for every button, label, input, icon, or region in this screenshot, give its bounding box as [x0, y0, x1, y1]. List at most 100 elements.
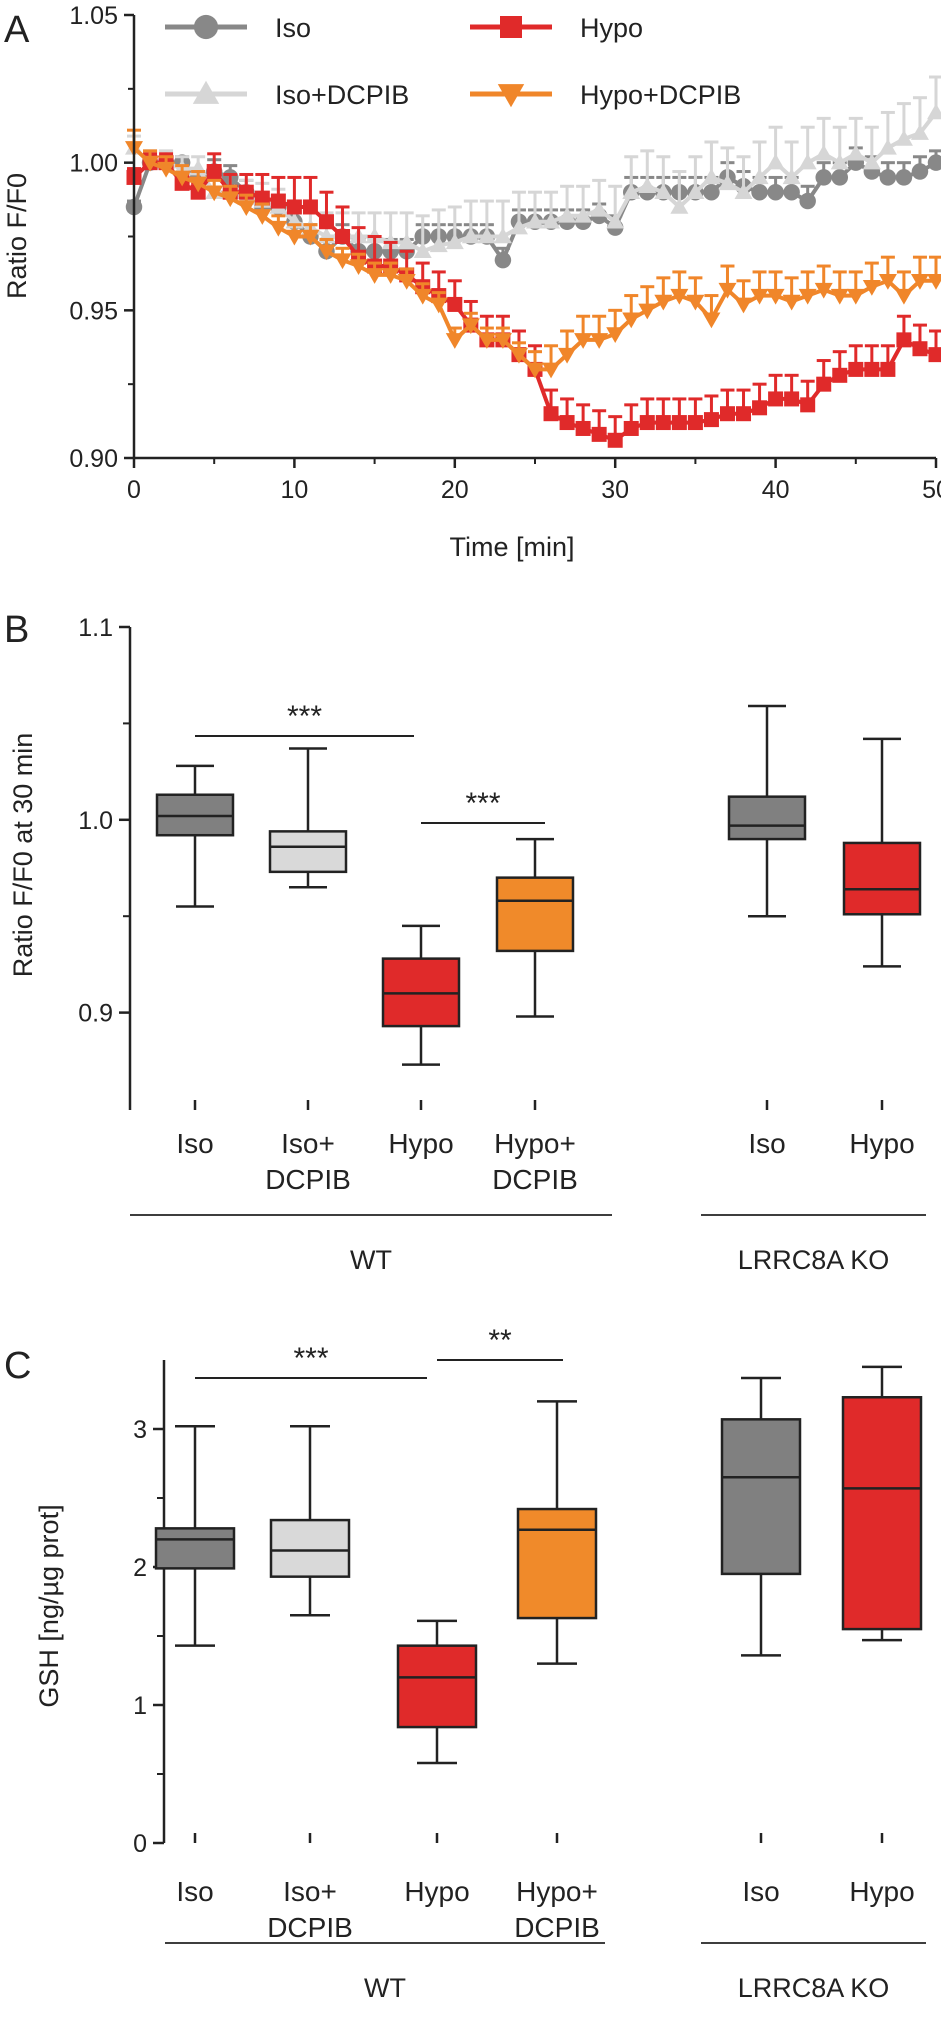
- data-point: [445, 333, 464, 349]
- panel-c-y-axis-label: GSH [ng/µg prot]: [34, 1504, 64, 1707]
- category-label: DCPIB: [514, 1912, 600, 1943]
- category-label: Hypo+: [516, 1876, 598, 1907]
- panel-b-y-axis-label: Ratio F/F0 at 30 min: [8, 733, 38, 978]
- data-point: [927, 103, 941, 120]
- significance-bracket: ***: [195, 700, 414, 737]
- data-point: [253, 209, 272, 225]
- data-point: [784, 391, 800, 407]
- panel-b-axes: 0.9 1.0 1.1: [78, 614, 884, 1110]
- box-iqr: [720, 1418, 802, 1576]
- data-point: [734, 297, 753, 314]
- data-point: [815, 169, 832, 186]
- data-point: [927, 154, 941, 171]
- legend-label: Hypo+DCPIB: [580, 80, 741, 110]
- data-point: [590, 333, 609, 349]
- data-point: [574, 333, 593, 349]
- category-label: Iso: [176, 1876, 213, 1907]
- data-point: [702, 168, 721, 185]
- data-point: [622, 312, 641, 329]
- panel-a-x-tick-label: 10: [280, 476, 308, 504]
- box-1: [269, 1424, 351, 1617]
- legend-marker: [193, 14, 219, 40]
- group-0: WT: [165, 1942, 605, 2003]
- data-point: [703, 183, 720, 201]
- data-point: [543, 406, 559, 422]
- data-point: [189, 176, 208, 193]
- panel-a-y-tick-label: 0.90: [69, 445, 118, 473]
- data-point: [880, 361, 896, 377]
- data-point: [445, 233, 464, 250]
- data-point: [895, 169, 913, 186]
- data-point: [830, 288, 849, 305]
- y-tick-label: 0.9: [78, 1000, 113, 1028]
- significance-bracket: ***: [195, 1342, 427, 1379]
- panel-c-group-labels: WT LRRC8A KO: [165, 1942, 926, 2003]
- data-point: [798, 153, 817, 170]
- significance-label: ***: [465, 787, 500, 820]
- data-point: [766, 288, 785, 305]
- significance-label: ***: [293, 1342, 328, 1375]
- data-point: [832, 367, 848, 383]
- category-label: Hypo: [388, 1128, 453, 1159]
- data-point: [751, 183, 768, 201]
- data-point: [686, 294, 705, 311]
- data-point: [846, 288, 865, 305]
- data-point: [846, 144, 865, 161]
- data-point: [911, 163, 929, 180]
- category-label: Iso: [748, 1128, 785, 1159]
- data-point: [782, 294, 801, 311]
- data-point: [591, 426, 607, 442]
- data-point: [623, 420, 639, 436]
- group-label: WT: [350, 1245, 392, 1275]
- panel-a-y-tick-label: 1.00: [69, 150, 118, 178]
- data-point: [141, 155, 160, 172]
- data-point: [927, 274, 941, 290]
- significance-label: **: [488, 1324, 512, 1357]
- series-iso-dcpib: [125, 75, 941, 259]
- box-5: [842, 737, 922, 968]
- panel-a: A 0.90 0.95 1.00 1.05 0 10 20 30 40 50 Time [min]…: [2, 2, 941, 562]
- data-point: [799, 192, 816, 210]
- panel-c-boxes: [154, 1365, 923, 1765]
- box-2: [396, 1619, 478, 1765]
- panel-b-group-labels: WT LRRC8A KO: [130, 1214, 926, 1275]
- category-label: Iso+: [283, 1876, 337, 1907]
- category-label: DCPIB: [267, 1912, 353, 1943]
- data-point: [782, 168, 801, 185]
- data-point: [800, 397, 816, 413]
- box-iqr: [727, 795, 807, 841]
- data-point: [719, 406, 735, 422]
- data-point: [493, 227, 512, 244]
- data-point: [638, 177, 657, 194]
- category-label: Hypo+: [494, 1128, 576, 1159]
- box-iqr: [154, 1527, 236, 1570]
- y-tick-label: 0: [133, 1830, 147, 1858]
- data-point: [718, 282, 737, 299]
- group-1: LRRC8A KO: [701, 1214, 926, 1275]
- data-point: [896, 332, 912, 348]
- data-point: [606, 212, 625, 229]
- data-point: [814, 282, 833, 299]
- category-label: Iso: [742, 1876, 779, 1907]
- data-point: [606, 327, 625, 343]
- group-0: WT: [130, 1214, 612, 1275]
- panel-b-letter: B: [4, 609, 29, 651]
- data-point: [655, 415, 671, 431]
- data-point: [752, 400, 768, 416]
- data-point: [558, 347, 577, 364]
- legend-item: Hypo+DCPIB: [470, 80, 741, 110]
- data-point: [816, 376, 832, 392]
- category-label: Hypo: [404, 1876, 469, 1907]
- data-point: [814, 144, 833, 161]
- data-point: [912, 341, 928, 357]
- data-point: [461, 227, 480, 244]
- legend-marker: [192, 80, 220, 104]
- data-point: [526, 212, 544, 229]
- legend-marker: [497, 84, 525, 108]
- data-point: [862, 153, 881, 170]
- data-point: [864, 361, 880, 377]
- box-iqr: [516, 1507, 598, 1620]
- category-label: DCPIB: [492, 1164, 578, 1195]
